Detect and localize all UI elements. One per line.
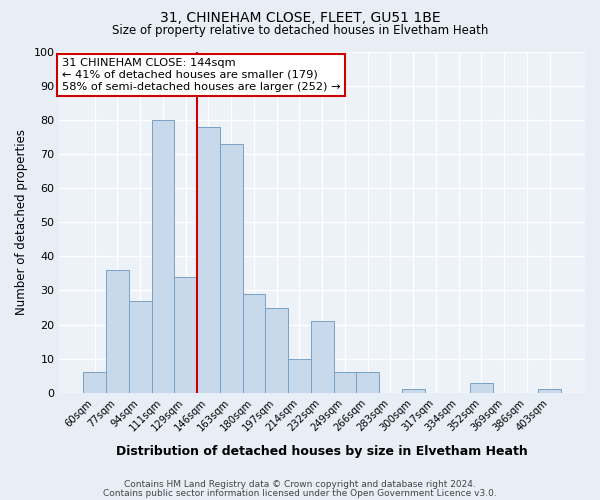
- Bar: [152, 120, 175, 393]
- Y-axis label: Number of detached properties: Number of detached properties: [15, 129, 28, 315]
- Bar: [265, 308, 288, 393]
- Text: Contains HM Land Registry data © Crown copyright and database right 2024.: Contains HM Land Registry data © Crown c…: [124, 480, 476, 489]
- Bar: [334, 372, 356, 393]
- Bar: [356, 372, 379, 393]
- Text: Contains public sector information licensed under the Open Government Licence v3: Contains public sector information licen…: [103, 488, 497, 498]
- Bar: [83, 372, 106, 393]
- Bar: [242, 294, 265, 393]
- Bar: [106, 270, 129, 393]
- Text: 31 CHINEHAM CLOSE: 144sqm
← 41% of detached houses are smaller (179)
58% of semi: 31 CHINEHAM CLOSE: 144sqm ← 41% of detac…: [62, 58, 341, 92]
- Bar: [220, 144, 242, 393]
- Bar: [129, 300, 152, 393]
- Text: Size of property relative to detached houses in Elvetham Heath: Size of property relative to detached ho…: [112, 24, 488, 37]
- Bar: [311, 321, 334, 393]
- Bar: [470, 382, 493, 393]
- Bar: [538, 390, 561, 393]
- Bar: [197, 126, 220, 393]
- Bar: [175, 277, 197, 393]
- X-axis label: Distribution of detached houses by size in Elvetham Heath: Distribution of detached houses by size …: [116, 444, 528, 458]
- Bar: [402, 390, 425, 393]
- Bar: [288, 359, 311, 393]
- Text: 31, CHINEHAM CLOSE, FLEET, GU51 1BE: 31, CHINEHAM CLOSE, FLEET, GU51 1BE: [160, 11, 440, 25]
